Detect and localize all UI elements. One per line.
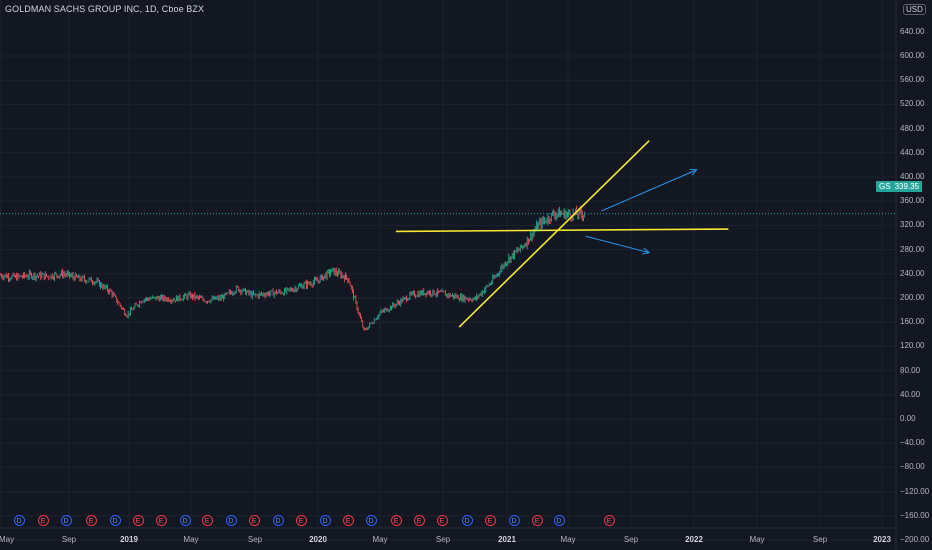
time-tick-label: May — [749, 535, 765, 544]
dividend-marker[interactable]: D — [60, 515, 72, 526]
earnings-marker[interactable]: E — [531, 515, 543, 526]
earnings-marker[interactable]: E — [603, 515, 615, 526]
earnings-marker[interactable]: E — [390, 515, 402, 526]
dividend-marker[interactable]: D — [461, 515, 473, 526]
time-tick-label: May — [183, 535, 199, 544]
price-tick-label: 280.00 — [900, 244, 925, 254]
time-tick-label: 2020 — [309, 535, 327, 544]
price-tick-label: 360.00 — [900, 196, 925, 206]
earnings-marker[interactable]: E — [484, 515, 496, 526]
price-tick-label: −40.00 — [900, 438, 925, 448]
horizontal-trendline — [395, 228, 729, 233]
price-tick-label: 480.00 — [900, 123, 925, 133]
price-badge-symbol: GS — [879, 182, 891, 191]
price-tick-label: −80.00 — [900, 462, 925, 472]
price-tick-label: 40.00 — [900, 389, 921, 399]
earnings-marker[interactable]: E — [295, 515, 307, 526]
arrow-up-line — [601, 169, 697, 212]
price-tick-label: 80.00 — [900, 365, 921, 375]
time-tick-label: May — [372, 535, 388, 544]
arrow-down-line — [585, 235, 650, 254]
price-tick-label: 440.00 — [900, 147, 925, 157]
earnings-marker[interactable]: E — [132, 515, 144, 526]
earnings-marker[interactable]: E — [342, 515, 354, 526]
arrow-down-head — [642, 247, 651, 255]
earnings-marker[interactable]: E — [436, 515, 448, 526]
current-price-badge: GS 339.35 — [876, 181, 923, 192]
chart-grid — [0, 0, 896, 541]
price-tick-label: 120.00 — [900, 341, 925, 351]
dividend-marker[interactable]: D — [272, 515, 284, 526]
time-tick-label: 2023 — [873, 535, 891, 544]
price-tick-label: −120.00 — [900, 486, 930, 496]
earnings-marker[interactable]: E — [155, 515, 167, 526]
price-tick-label: 400.00 — [900, 172, 925, 181]
price-tick-label: 600.00 — [900, 51, 925, 60]
currency-badge[interactable]: USD — [903, 4, 926, 15]
earnings-marker[interactable]: E — [37, 515, 49, 526]
time-tick-label: Sep — [812, 535, 828, 544]
dividend-marker[interactable]: D — [109, 515, 121, 526]
price-tick-label: 520.00 — [900, 99, 925, 109]
drawings-layer[interactable] — [395, 140, 729, 328]
chart-title: GOLDMAN SACHS GROUP INC, 1D, Cboe BZX — [5, 4, 205, 14]
price-tick-label: 160.00 — [900, 317, 925, 327]
earnings-marker[interactable]: E — [85, 515, 97, 526]
time-tick-label: Sep — [623, 535, 639, 544]
price-tick-label: 200.00 — [900, 293, 925, 302]
price-tick-label: 560.00 — [900, 75, 925, 85]
time-tick-label: 2021 — [498, 535, 516, 544]
price-badge-value: 339.35 — [894, 182, 920, 191]
price-tick-label: −160.00 — [900, 510, 930, 520]
price-tick-label: −200.00 — [900, 535, 930, 544]
time-tick-label: 2019 — [120, 535, 138, 544]
arrow-up-head — [689, 168, 698, 176]
dividend-marker[interactable]: D — [553, 515, 565, 526]
price-tick-label: 0.00 — [900, 414, 916, 423]
price-tick-label: 320.00 — [900, 220, 925, 230]
earnings-marker[interactable]: E — [201, 515, 213, 526]
dividend-marker[interactable]: D — [508, 515, 520, 526]
time-tick-label: Sep — [247, 535, 263, 544]
dividend-marker[interactable]: D — [179, 515, 191, 526]
dividend-marker[interactable]: D — [225, 515, 237, 526]
time-tick-label: May — [560, 535, 576, 544]
dividend-marker[interactable]: D — [13, 515, 25, 526]
earnings-marker[interactable]: E — [248, 515, 260, 526]
time-tick-label: Sep — [435, 535, 451, 544]
earnings-marker[interactable]: E — [413, 515, 425, 526]
dividend-marker[interactable]: D — [319, 515, 331, 526]
rising-trendline — [458, 140, 650, 328]
time-tick-label: 2022 — [685, 535, 703, 544]
candlestick-series — [0, 205, 586, 331]
price-tick-label: 240.00 — [900, 268, 925, 278]
time-tick-label: May — [0, 535, 15, 544]
price-tick-label-partial: 640.00 — [900, 26, 925, 36]
dividend-marker[interactable]: D — [365, 515, 377, 526]
time-tick-label: Sep — [61, 535, 77, 544]
